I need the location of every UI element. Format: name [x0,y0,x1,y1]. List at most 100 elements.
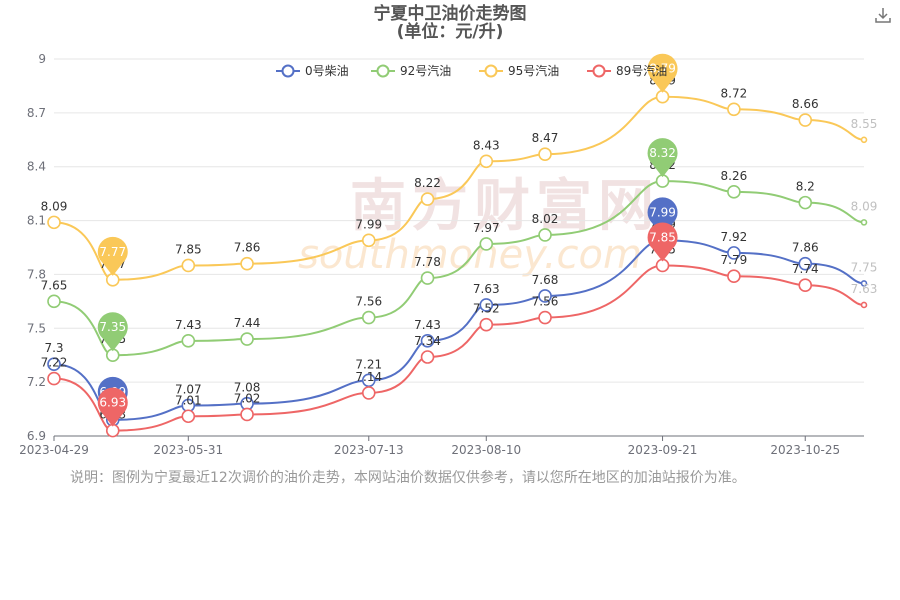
min-marker [97,236,128,267]
download-icon[interactable] [874,6,892,24]
data-label: 7.01 [175,393,202,407]
max-marker-label: 7.85 [649,230,676,244]
data-point [860,219,868,226]
data-point [860,301,868,309]
y-tick-label: 8.4 [27,160,46,174]
data-label: 7.21 [355,357,382,371]
data-label: 8.2 [796,180,815,194]
data-point [361,310,376,325]
data-label: 7.56 [532,295,559,309]
data-point [479,237,494,251]
data-label: 7.14 [355,370,382,384]
legend-label-2: 92号汽油 [400,63,451,78]
data-label: 7.68 [532,273,559,287]
data-point [479,298,494,312]
max-marker-label: 8.32 [649,146,676,160]
data-label: 7.43 [414,318,441,332]
x-tick-label: 2023-05-31 [153,443,223,457]
legend-marker [592,64,606,78]
data-label: 7.85 [175,242,202,256]
data-point [420,192,435,206]
data-label: 8.09 [851,199,878,213]
data-label: 8.43 [473,138,500,152]
data-point [240,407,254,422]
data-label: 7.56 [355,295,382,309]
legend-marker [281,64,295,78]
data-label: 8.22 [414,176,441,190]
data-point [479,154,494,169]
chart-note: 说明：图例为宁夏最近12次调价的油价走势，本网站油价数据仅供参考，请以您所在地区… [70,470,746,486]
data-point [47,294,61,309]
data-label: 7.22 [41,356,68,370]
y-tick-label: 9 [38,52,46,66]
legend-marker [484,64,498,78]
data-point [538,228,552,242]
data-label: 7.34 [414,334,441,348]
x-tick-label: 2023-08-10 [451,443,521,457]
watermark-text: 南方财富网 [350,174,660,239]
data-label: 7.3 [44,341,63,355]
data-label: 7.86 [792,241,819,255]
x-tick-label: 2023-10-25 [770,443,840,457]
y-tick-label: 7.8 [27,267,46,281]
max-marker [647,197,678,228]
data-label: 7.07 [175,382,202,396]
data-label: 7.86 [234,241,261,255]
data-label: 8.09 [41,199,68,213]
max-marker-label: 8.79 [649,62,676,76]
data-label: 7.63 [851,282,878,296]
y-tick-label: 8.7 [27,106,46,120]
y-tick-label: 7.5 [27,321,46,335]
data-point [798,278,813,293]
min-marker-label: 7.77 [99,245,126,259]
data-point [240,332,254,346]
min-marker-label: 6.93 [99,396,126,410]
data-point [727,269,741,284]
x-tick-label: 2023-04-29 [19,443,89,457]
data-point [727,185,741,199]
data-point [181,258,196,273]
legend-label-3: 95号汽油 [508,63,559,78]
data-label: 7.52 [473,302,500,316]
data-label: 7.44 [234,316,261,330]
min-marker-label: 7.35 [99,320,126,334]
data-label: 7.74 [792,262,819,276]
data-label: 8.02 [532,212,559,226]
data-label: 7.02 [234,391,261,405]
data-point [420,271,435,285]
data-label: 7.43 [175,318,202,332]
legend-label-1: 0号柴油 [305,64,349,78]
data-label: 7.75 [851,260,878,274]
data-label: 7.78 [414,255,441,269]
data-point [727,246,741,260]
data-point [361,233,376,248]
data-point [727,102,741,117]
data-point [181,334,196,348]
data-point [181,409,196,424]
data-label: 7.63 [473,282,500,296]
data-point [479,317,494,332]
data-label: 7.92 [721,230,748,244]
data-label: 7.79 [721,253,748,267]
legend-marker [376,64,390,78]
x-tick-label: 2023-07-13 [334,443,404,457]
data-point [47,215,61,230]
data-label: 7.97 [473,221,500,235]
chart-title: 宁夏中卫油价走势图 [373,4,527,24]
data-point [361,386,376,400]
legend-label-4: 89号汽油 [616,63,667,78]
data-point [798,113,813,127]
data-point [538,147,552,161]
min-marker [97,312,128,343]
data-point [860,136,868,144]
data-label: 8.66 [792,97,819,111]
data-label: 7.65 [41,278,68,292]
data-point [798,195,813,210]
data-point [860,280,868,287]
data-point [538,310,552,325]
data-point [420,334,435,348]
data-label: 7.08 [234,381,261,395]
max-marker [647,138,678,169]
data-point [538,289,552,303]
